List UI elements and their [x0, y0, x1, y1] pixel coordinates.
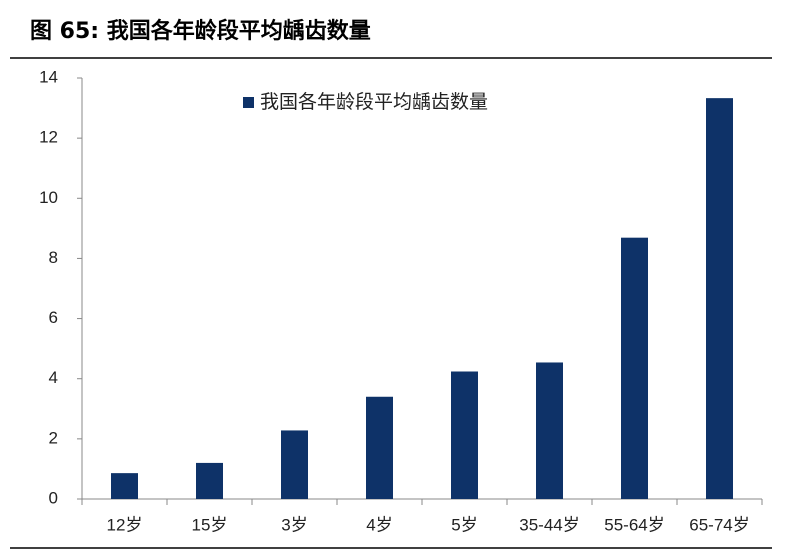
- y-tick-label: 10: [39, 188, 58, 207]
- x-tick-label: 12岁: [107, 515, 143, 534]
- y-tick-label: 8: [49, 248, 58, 267]
- x-tick-label: 4岁: [366, 515, 392, 534]
- bar: [111, 473, 138, 499]
- y-tick-label: 14: [39, 67, 58, 86]
- x-tick-label: 5岁: [451, 515, 477, 534]
- x-tick-label: 3岁: [281, 515, 307, 534]
- bar: [536, 362, 563, 499]
- bar: [451, 371, 478, 499]
- x-tick-label: 15岁: [192, 515, 228, 534]
- bar: [706, 98, 733, 499]
- x-tick-label: 35-44岁: [519, 515, 579, 534]
- y-tick-label: 0: [49, 488, 58, 507]
- legend-label: 我国各年龄段平均龋齿数量: [260, 91, 488, 113]
- bar: [621, 237, 648, 499]
- x-tick-label: 65-74岁: [689, 515, 749, 534]
- bar: [196, 462, 223, 499]
- x-tick-label: 55-64岁: [604, 515, 664, 534]
- y-tick-label: 12: [39, 128, 58, 147]
- y-tick-label: 2: [49, 428, 58, 447]
- chart-title: 图 65: 我国各年龄段平均龋齿数量: [30, 18, 371, 44]
- bar: [281, 430, 308, 499]
- y-tick-label: 6: [49, 308, 58, 327]
- bar: [366, 396, 393, 499]
- legend-swatch: [243, 97, 254, 108]
- y-tick-label: 4: [49, 368, 58, 387]
